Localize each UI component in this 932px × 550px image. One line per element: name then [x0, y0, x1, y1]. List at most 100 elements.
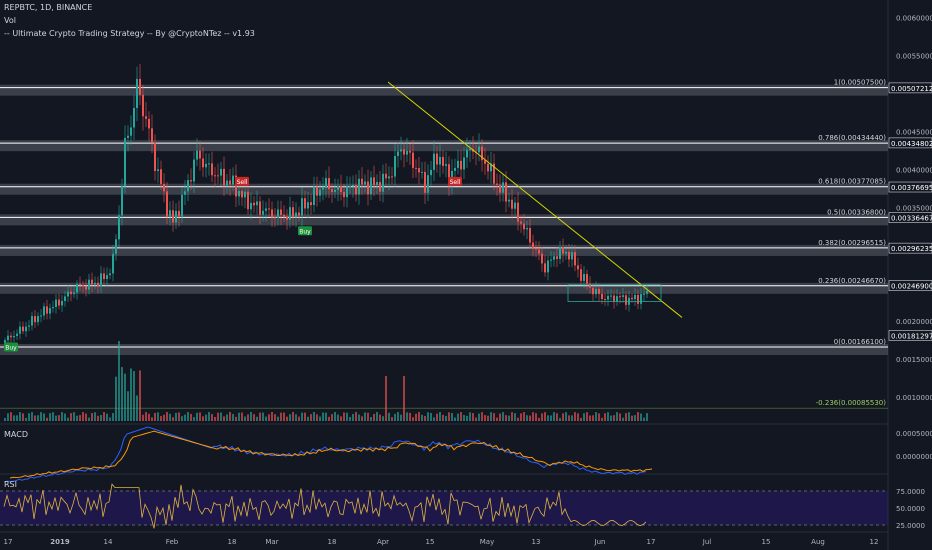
- candle-body: [493, 163, 495, 184]
- volume-bar: [373, 413, 375, 421]
- candle-body: [265, 208, 267, 211]
- candle-body: [592, 287, 594, 295]
- volume-bar: [637, 412, 639, 421]
- candle-body: [358, 178, 360, 195]
- price-label: 0.00434802: [891, 140, 932, 148]
- candle-body: [10, 335, 12, 338]
- volume-bar: [520, 413, 522, 421]
- price-label: 0.00336467: [891, 215, 932, 223]
- volume-bar: [391, 417, 393, 421]
- fib-level-label: 1(0.00507500): [834, 79, 886, 87]
- candle-body: [250, 202, 252, 210]
- fib-level-label: 0(0.00166100): [834, 338, 886, 346]
- candle-body: [346, 186, 348, 198]
- volume-bar: [607, 412, 609, 421]
- candle-body: [502, 182, 504, 193]
- volume-bar: [25, 417, 27, 421]
- macd-axis-tick: 0.00000000: [896, 453, 932, 461]
- candle-body: [157, 169, 159, 172]
- volume-bar: [457, 413, 459, 421]
- candle-body: [304, 198, 306, 209]
- candle-body: [121, 186, 123, 216]
- candle-body: [541, 253, 543, 264]
- volume-bar: [31, 412, 33, 421]
- price-label-box: [888, 82, 932, 94]
- volume-bar: [208, 412, 210, 421]
- volume-bar: [445, 415, 447, 421]
- volume-bar: [97, 415, 99, 421]
- volume-bar: [376, 412, 378, 421]
- volume-bar: [508, 415, 510, 421]
- candle-body: [367, 181, 369, 195]
- candle-body: [361, 178, 363, 185]
- candle-body: [166, 191, 168, 217]
- volume-bar: [505, 415, 507, 421]
- candle-body: [409, 150, 411, 153]
- candle-body: [601, 293, 603, 300]
- volume-bar: [316, 414, 318, 421]
- candle-body: [328, 178, 330, 190]
- volume-bar: [310, 414, 312, 421]
- candle-body: [610, 295, 612, 297]
- strategy-indicator-label: -- Ultimate Crypto Trading Strategy -- B…: [4, 29, 255, 38]
- candle-body: [136, 78, 138, 108]
- candle-body: [115, 239, 117, 254]
- candle-body: [55, 299, 57, 307]
- volume-indicator-label: Vol: [4, 16, 16, 25]
- candle-body: [568, 251, 570, 260]
- macd-line: [3, 426, 647, 483]
- rsi-axis-tick: 50.0000: [896, 505, 925, 513]
- sell-signal-badge: [448, 176, 462, 186]
- candle-body: [295, 212, 297, 218]
- macd-signal-line: [9, 430, 653, 479]
- candle-body: [163, 183, 165, 192]
- volume-bar: [592, 415, 594, 421]
- volume-bar: [4, 418, 6, 421]
- candle-body: [7, 335, 9, 341]
- volume-bar: [484, 415, 486, 421]
- volume-bar: [601, 417, 603, 421]
- fib-zone: [0, 183, 888, 195]
- candle-body: [619, 296, 621, 298]
- volume-bar: [280, 412, 282, 421]
- candle-body: [529, 227, 531, 243]
- volume-bar: [442, 414, 444, 421]
- candle-body: [499, 184, 501, 193]
- candle-body: [94, 282, 96, 285]
- volume-bar: [184, 414, 186, 421]
- volume-bar: [625, 413, 627, 421]
- fib-level-label: -0.236(0.00085530): [816, 399, 887, 407]
- volume-bar: [415, 413, 417, 421]
- candle-body: [355, 184, 357, 195]
- candle-body: [598, 288, 600, 294]
- volume-bar: [343, 412, 345, 421]
- time-axis-tick: May: [480, 538, 494, 546]
- volume-bar: [643, 417, 645, 421]
- candle-body: [70, 291, 72, 295]
- candle-body: [604, 299, 606, 301]
- volume-bar: [268, 414, 270, 421]
- candle-body: [514, 202, 516, 209]
- candle-body: [544, 263, 546, 273]
- volume-bar: [487, 415, 489, 421]
- volume-bar: [49, 413, 51, 421]
- volume-bar: [412, 417, 414, 421]
- candle-body: [175, 210, 177, 223]
- fib-level-label: 0.382(0.00296515): [818, 239, 886, 247]
- volume-bar: [328, 416, 330, 421]
- volume-bar: [223, 416, 225, 421]
- candle-body: [427, 175, 429, 193]
- candle-body: [391, 176, 393, 178]
- candle-body: [34, 316, 36, 323]
- volume-bar: [67, 417, 69, 421]
- volume-bar: [253, 414, 255, 421]
- fib-zone: [0, 244, 888, 256]
- volume-bar: [478, 413, 480, 421]
- candle-body: [283, 214, 285, 217]
- volume-bar: [334, 412, 336, 421]
- volume-bar: [388, 412, 390, 421]
- volume-bar: [340, 416, 342, 421]
- volume-bar: [64, 413, 66, 421]
- volume-bar: [277, 416, 279, 421]
